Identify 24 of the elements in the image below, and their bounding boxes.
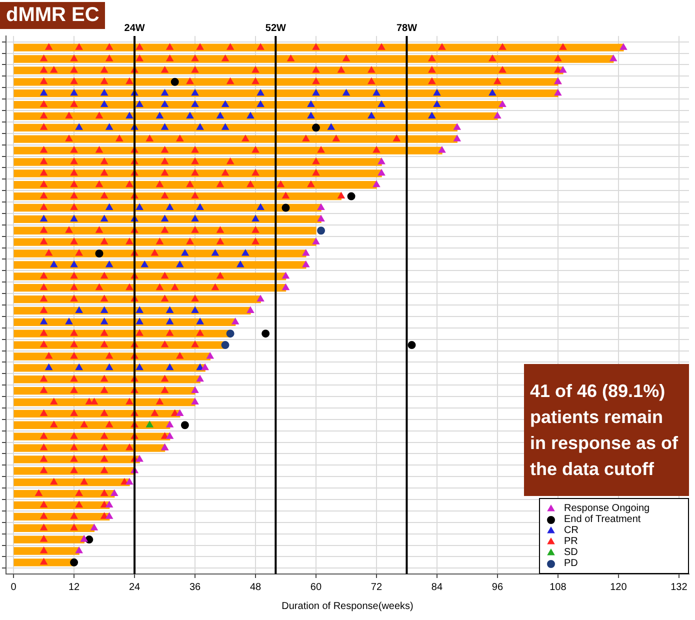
x-axis-title: Duration of Response(weeks) xyxy=(282,600,414,612)
annotation: 41 of 46 (89.1%) patients remain in response as of the data cutoff xyxy=(524,364,689,496)
x-tick-label: 36 xyxy=(189,582,202,593)
legend-label: PD xyxy=(564,558,578,569)
x-tick-label: 24 xyxy=(128,582,141,593)
legend-label: PR xyxy=(564,536,578,547)
chart-title: dMMR EC xyxy=(0,2,106,29)
ref-line-label: 24W xyxy=(124,22,146,34)
x-tick-label: 0 xyxy=(10,582,17,593)
ref-line-label: 78W xyxy=(396,22,418,34)
x-tick-label: 12 xyxy=(68,582,80,593)
ref-line-label: 52W xyxy=(265,22,287,34)
x-tick-label: 108 xyxy=(550,582,567,593)
x-tick-label: 84 xyxy=(431,582,443,593)
x-tick-label: 132 xyxy=(670,582,688,593)
x-tick-label: 72 xyxy=(370,582,382,593)
legend-label: End of Treatment xyxy=(564,514,641,525)
x-tick-label: 96 xyxy=(492,582,504,593)
x-tick-label: 48 xyxy=(250,582,262,593)
legend-label: CR xyxy=(564,525,578,536)
legend-label: SD xyxy=(564,547,578,558)
legend-label: Response Ongoing xyxy=(564,503,650,514)
x-tick-label: 60 xyxy=(310,582,322,593)
x-tick-label: 120 xyxy=(610,582,628,593)
